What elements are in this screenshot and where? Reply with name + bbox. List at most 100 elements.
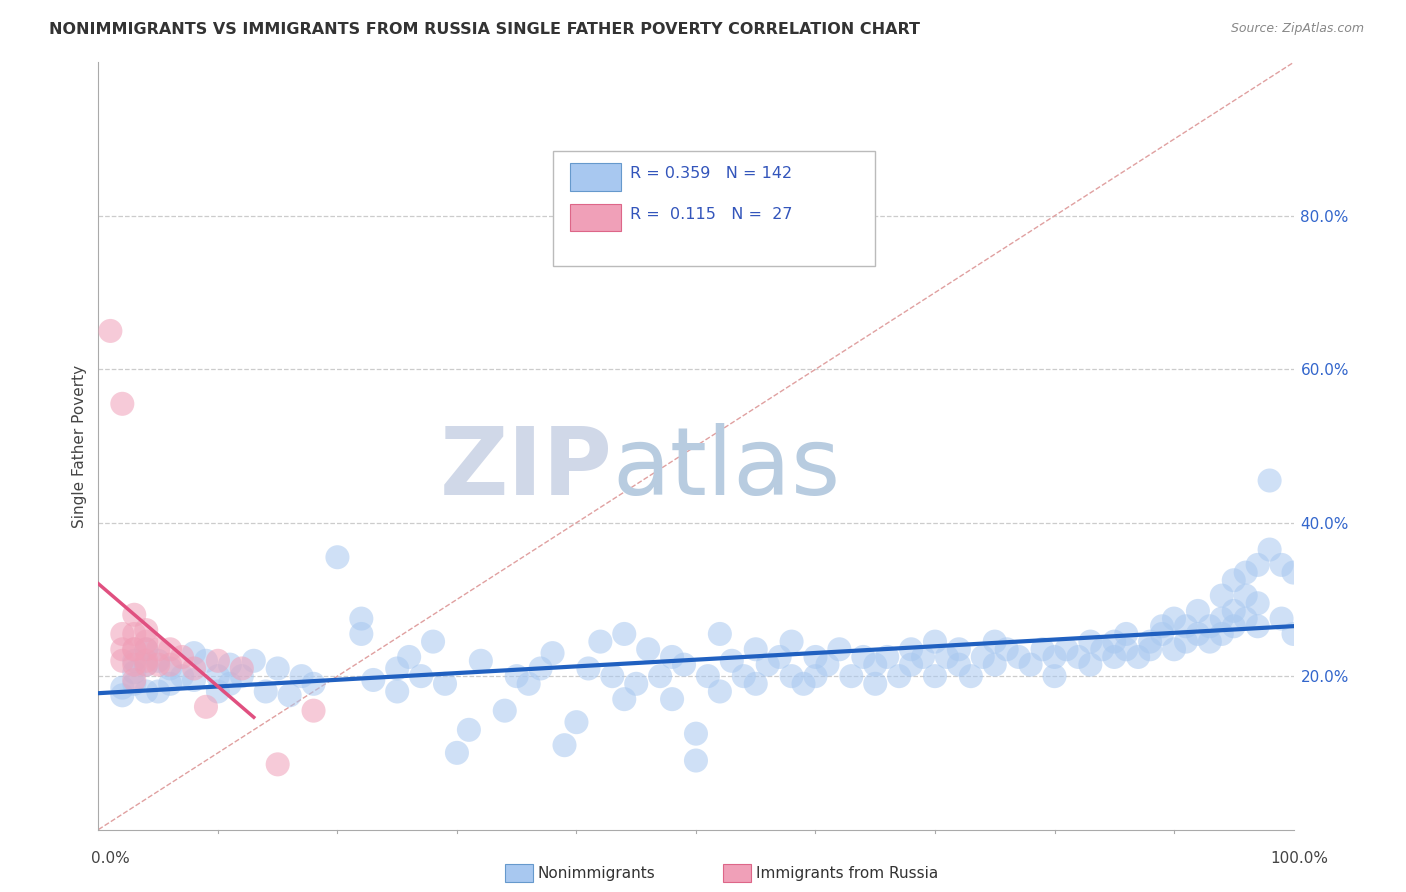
Point (1115, 642, 1137, 657)
Point (411, 669, 433, 683)
Point (1223, 604, 1246, 618)
Point (613, 627, 636, 641)
Point (350, 612, 373, 626)
Point (183, 661, 205, 675)
Point (1199, 634, 1222, 648)
Point (267, 661, 290, 675)
Point (948, 642, 970, 657)
Point (1067, 649, 1090, 664)
Point (302, 677, 325, 691)
Point (626, 677, 648, 691)
Point (1258, 474, 1281, 488)
Point (1187, 627, 1209, 641)
Point (267, 757, 290, 772)
Point (494, 704, 516, 718)
Point (1175, 634, 1198, 648)
Point (637, 642, 659, 657)
Point (385, 684, 409, 698)
Point (207, 654, 229, 668)
Point (1271, 612, 1294, 626)
Text: ZIP: ZIP (440, 423, 613, 515)
Point (1223, 619, 1246, 633)
Point (458, 723, 481, 737)
Point (613, 692, 636, 706)
Point (709, 627, 731, 641)
Point (159, 661, 181, 675)
Point (1152, 627, 1174, 641)
Point (148, 642, 170, 657)
Point (124, 673, 146, 687)
Point (231, 661, 253, 675)
Point (852, 649, 875, 664)
Point (326, 550, 349, 565)
Point (697, 669, 720, 683)
Point (565, 715, 588, 730)
Point (219, 677, 242, 691)
Point (578, 661, 600, 675)
Point (124, 642, 146, 657)
Point (254, 684, 277, 698)
Point (183, 646, 205, 660)
Point (111, 397, 134, 411)
Point (302, 704, 325, 718)
Point (135, 642, 157, 657)
Point (1043, 649, 1066, 664)
Point (1139, 642, 1161, 657)
Point (446, 746, 468, 760)
Point (231, 669, 253, 683)
Point (865, 657, 887, 672)
Point (1080, 657, 1102, 672)
Point (911, 649, 934, 664)
Point (554, 738, 576, 752)
Point (135, 642, 157, 657)
Point (172, 669, 194, 683)
Point (721, 654, 744, 668)
Point (1115, 627, 1137, 641)
Point (1019, 657, 1042, 672)
Point (924, 634, 946, 648)
Point (111, 681, 134, 695)
Point (1139, 634, 1161, 648)
Point (804, 649, 827, 664)
Point (1223, 573, 1246, 587)
Point (506, 669, 529, 683)
Point (470, 654, 492, 668)
Point (841, 669, 863, 683)
Point (207, 669, 229, 683)
Point (385, 661, 409, 675)
Point (135, 634, 157, 648)
Point (1247, 558, 1270, 572)
Point (517, 677, 540, 691)
Point (1211, 612, 1233, 626)
Point (124, 627, 146, 641)
Point (124, 665, 146, 680)
Point (815, 657, 838, 672)
Point (148, 684, 170, 698)
Point (350, 627, 373, 641)
Point (1211, 589, 1233, 603)
Point (756, 657, 779, 672)
Point (1008, 649, 1031, 664)
Text: NONIMMIGRANTS VS IMMIGRANTS FROM RUSSIA SINGLE FATHER POVERTY CORRELATION CHART: NONIMMIGRANTS VS IMMIGRANTS FROM RUSSIA … (49, 22, 920, 37)
Point (172, 649, 194, 664)
Point (207, 684, 229, 698)
Point (1271, 558, 1294, 572)
Point (648, 669, 672, 683)
Point (602, 669, 624, 683)
Point (1128, 649, 1150, 664)
Point (1080, 634, 1102, 648)
Text: Nonimmigrants: Nonimmigrants (537, 866, 655, 880)
FancyBboxPatch shape (571, 203, 620, 231)
Point (1234, 566, 1257, 580)
Point (195, 654, 218, 668)
Point (948, 657, 970, 672)
Point (148, 657, 170, 672)
Point (422, 634, 444, 648)
Point (924, 669, 946, 683)
Point (1282, 566, 1305, 580)
Text: Source: ZipAtlas.com: Source: ZipAtlas.com (1230, 22, 1364, 36)
Point (984, 657, 1007, 672)
Point (1104, 649, 1126, 664)
Point (1258, 542, 1281, 557)
Point (1104, 634, 1126, 648)
